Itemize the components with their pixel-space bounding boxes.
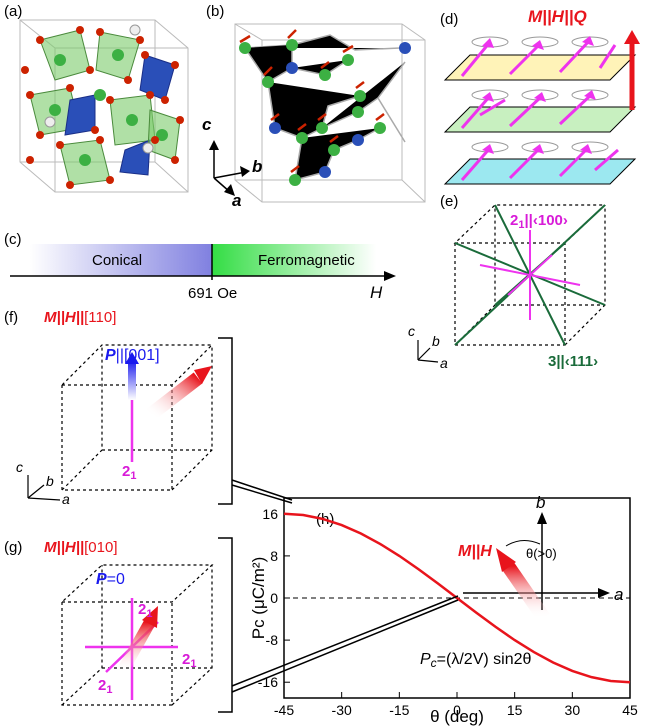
inset-axis-a: a (614, 585, 623, 604)
polarization-label-f: P||[001] (105, 347, 160, 364)
threefold-axis-label: 3||‹111› (548, 353, 598, 370)
x-tick-label: 45 (622, 702, 638, 718)
e-axis-c: c (408, 323, 415, 339)
axes-b (209, 140, 250, 196)
panel-b-magnetic-sites: (b) (202, 3, 426, 210)
x-tick-label: -30 (332, 702, 352, 718)
y-tick-label: 0 (270, 590, 278, 606)
g-twofold-axis-diag: 21 (98, 677, 112, 696)
panel-a-label: (a) (4, 3, 22, 20)
axis-c-label: c (202, 115, 212, 134)
twofold-axis-label: 21||‹100› (510, 212, 568, 231)
data-points (283, 513, 631, 683)
panel-g-domain: (g) M||H||[010] P=0 21 21 21 (4, 537, 233, 713)
formula-label: Pc=(λ/2V) sin2θ (420, 651, 531, 670)
y-tick-label: -16 (258, 674, 278, 690)
panel-d-spin-layers: (d) M||H||Q (440, 7, 640, 185)
panel-c-label: (c) (4, 231, 22, 248)
y-axis-label: Pc (μC/m²) (249, 557, 268, 640)
ferromagnetic-region (212, 244, 376, 276)
y-tick-label: 8 (270, 548, 278, 564)
conical-region (30, 244, 212, 276)
critical-field-label: 691 Oe (188, 285, 237, 302)
inset-angle-label: θ(>0) (526, 546, 557, 561)
x-tick-label: -45 (274, 702, 294, 718)
axes-e (417, 340, 439, 363)
panel-a-crystal: (a) (4, 3, 189, 193)
f-twofold-axis: 21 (122, 463, 136, 482)
f-axis-b: b (46, 473, 54, 489)
atoms-a (21, 24, 184, 189)
x-tick-label: 15 (507, 702, 523, 718)
e-axis-a: a (440, 355, 448, 371)
y-tick-label: -8 (266, 632, 279, 648)
x-tick-label: 30 (565, 702, 581, 718)
panel-e-label: (e) (440, 193, 458, 210)
atoms-b (239, 29, 411, 186)
g-twofold-axis-top: 21 (138, 601, 152, 620)
x-tick-label: 0 (453, 702, 461, 718)
g-twofold-axis-right: 21 (182, 651, 196, 670)
inset-axis-b: b (536, 493, 545, 512)
x-tick-label: -15 (389, 702, 409, 718)
y-tick-label: 16 (262, 506, 278, 522)
bonds-b (244, 34, 406, 182)
conical-label: Conical (92, 252, 142, 269)
polarization-label-g: P=0 (96, 571, 125, 588)
axis-a-label: a (232, 191, 241, 210)
tick-layer: -45 -30 -15 0 15 30 45 16 8 0 -8 -16 (258, 506, 638, 718)
axis-b-label: b (252, 157, 262, 176)
panel-c-phase-diagram: (c) Conical Ferromagnetic 691 Oe H (4, 231, 396, 302)
panel-f-title: M||H||[110] (44, 309, 116, 326)
f-axis-a: a (62, 491, 70, 507)
field-axis-label: H (370, 283, 383, 302)
panel-f-label: (f) (4, 309, 18, 326)
panel-f-domain: (f) M||H||[110] P||[001] 21 c b a (4, 309, 233, 507)
panel-g-title: M||H||[010] (44, 539, 118, 556)
ferromagnetic-label: Ferromagnetic (258, 252, 355, 269)
panel-g-label: (g) (4, 539, 22, 556)
inset-field-label: M||H (458, 543, 492, 560)
panel-d-field-label: M||H||Q (528, 7, 587, 26)
x-axis-label: θ (deg) (430, 707, 484, 726)
panel-d-label: (d) (440, 11, 458, 28)
f-axis-c: c (16, 459, 23, 475)
inset-axes: a b M||H θ(>0) (458, 493, 623, 622)
panel-b-label: (b) (206, 3, 224, 20)
e-axis-b: b (432, 333, 440, 349)
panel-e-cube-symmetry: (e) 21||‹100› 3||‹111› c b a (408, 193, 607, 371)
